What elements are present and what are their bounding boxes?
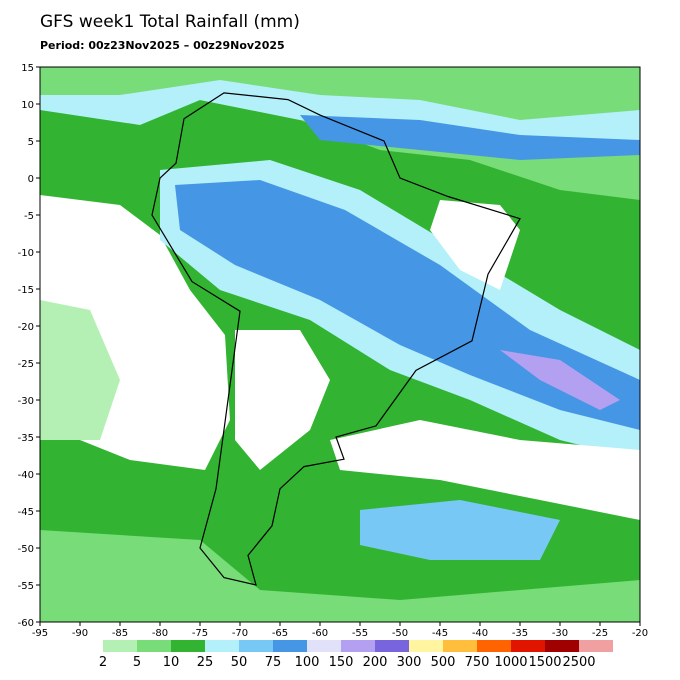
legend-label: 10	[163, 655, 180, 670]
legend-swatch	[103, 640, 137, 652]
legend-swatch	[307, 640, 341, 652]
field-itcz-core	[300, 115, 640, 160]
field-dry-argentina	[235, 330, 330, 470]
legend-swatch	[443, 640, 477, 652]
legend-label: 100	[295, 655, 320, 670]
legend-label: 50	[231, 655, 248, 670]
map-frame	[39, 66, 641, 623]
legend-label: 2	[99, 655, 107, 670]
period: Period: 00z23Nov2025 – 00z29Nov2025	[40, 39, 285, 52]
y-tick-label: -40	[18, 470, 34, 481]
legend-label: 2500	[562, 655, 595, 670]
legend-swatch	[409, 640, 443, 652]
x-tick-label: -50	[392, 628, 408, 639]
legend-swatch	[545, 640, 579, 652]
x-tick-label: -45	[432, 628, 448, 639]
rainfall-field	[40, 67, 640, 622]
field-south	[40, 530, 640, 622]
legend-swatch	[273, 640, 307, 652]
x-tick-label: -60	[312, 628, 328, 639]
legend-swatch	[375, 640, 409, 652]
x-tick-label: -35	[512, 628, 528, 639]
y-tick-label: -60	[18, 618, 34, 629]
legend-swatch	[341, 640, 375, 652]
x-tick-label: -30	[552, 628, 568, 639]
y-tick-label: -45	[18, 507, 34, 518]
legend-label: 75	[265, 655, 282, 670]
x-tick-label: -25	[592, 628, 608, 639]
legend-swatch	[579, 640, 613, 652]
field-dry-atlantic	[330, 420, 640, 520]
legend-swatch	[477, 640, 511, 652]
legend-label: 1000	[494, 655, 527, 670]
y-tick-label: 10	[21, 100, 34, 111]
title: GFS week1 Total Rainfall (mm)	[40, 12, 300, 32]
y-tick-label: -5	[24, 211, 34, 222]
field-dry-ne	[430, 200, 520, 290]
x-tick-label: -55	[352, 628, 368, 639]
legend-label: 500	[431, 655, 456, 670]
x-tick-label: -80	[152, 628, 168, 639]
y-tick-label: -25	[18, 359, 34, 370]
legend-swatch	[239, 640, 273, 652]
legend-label: 25	[197, 655, 214, 670]
y-tick-label: -50	[18, 544, 34, 555]
y-tick-label: 0	[28, 174, 34, 185]
x-tick-label: -70	[232, 628, 248, 639]
coastline	[151, 92, 521, 586]
field-light	[40, 300, 120, 440]
legend-label: 5	[133, 655, 141, 670]
x-tick-label: -20	[632, 628, 648, 639]
field-south-band	[360, 500, 560, 560]
field-heavy	[500, 350, 620, 410]
y-tick-label: -35	[18, 433, 34, 444]
legend-swatch	[137, 640, 171, 652]
y-tick-label: -10	[18, 248, 34, 259]
x-tick-label: -75	[192, 628, 208, 639]
y-tick-label: -15	[18, 285, 34, 296]
y-tick-label: -55	[18, 581, 34, 592]
legend-label: 200	[363, 655, 388, 670]
legend-label: 750	[465, 655, 490, 670]
legend-label: 1500	[528, 655, 561, 670]
x-tick-label: -85	[112, 628, 128, 639]
y-tick-label: 5	[28, 137, 34, 148]
legend-swatch	[205, 640, 239, 652]
x-tick-label: -90	[72, 628, 88, 639]
x-tick-label: -40	[472, 628, 488, 639]
legend-swatch	[511, 640, 545, 652]
x-tick-label: -95	[32, 628, 48, 639]
legend-label: 300	[397, 655, 422, 670]
y-tick-label: -20	[18, 322, 34, 333]
x-tick-label: -65	[272, 628, 288, 639]
legend-label: 150	[329, 655, 354, 670]
y-tick-label: -30	[18, 396, 34, 407]
y-tick-label: 15	[21, 63, 34, 74]
legend-swatch	[171, 640, 205, 652]
